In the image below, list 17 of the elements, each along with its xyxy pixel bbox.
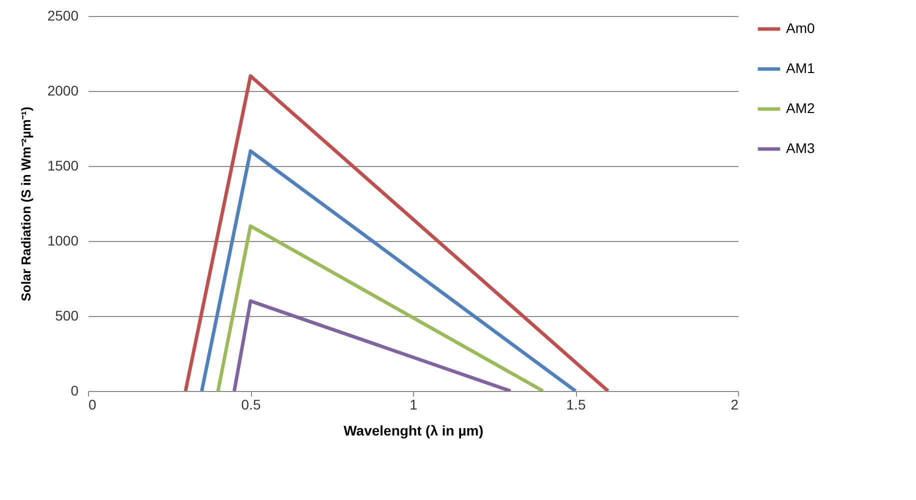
y-tick-label: 2000 xyxy=(47,82,79,98)
x-axis-title: Wavelenght (λ in µm) xyxy=(344,422,484,438)
legend-label: AM2 xyxy=(786,100,815,116)
legend-label: AM3 xyxy=(786,140,815,156)
y-tick-label: 2500 xyxy=(47,8,79,24)
x-tick-label: 1.5 xyxy=(566,396,586,412)
x-tick-label: 2 xyxy=(730,396,739,412)
legend-label: AM1 xyxy=(786,60,815,76)
y-tick-label: 1000 xyxy=(47,232,79,248)
y-tick-label: 0 xyxy=(70,382,79,398)
y-tick-label: 500 xyxy=(55,308,79,324)
x-tick-label: 0.5 xyxy=(241,396,261,412)
x-tick-label: 1 xyxy=(410,396,418,412)
legend-label: Am0 xyxy=(786,20,815,36)
y-tick-label: 1500 xyxy=(47,158,79,174)
y-axis-title: Solar Radiation (S in Wm⁻²µm⁻¹) xyxy=(18,106,34,302)
x-tick-label: 0 xyxy=(88,396,96,412)
